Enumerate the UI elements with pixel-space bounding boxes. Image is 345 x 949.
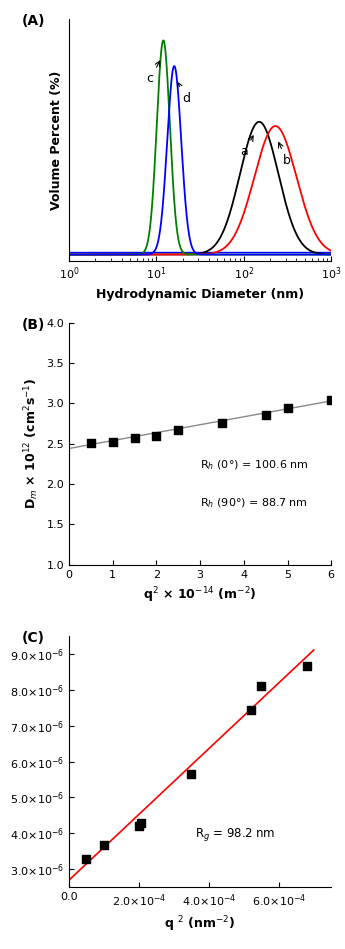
Text: d: d (177, 83, 190, 104)
Point (110, 434, 116, 449)
Point (138, 816, 144, 831)
Point (154, 428, 159, 443)
Text: (B): (B) (22, 318, 45, 332)
Text: c: c (147, 61, 160, 85)
Point (304, 659, 309, 674)
Point (285, 400, 290, 416)
Text: R$_g$ = 98.2 nm: R$_g$ = 98.2 nm (195, 827, 275, 843)
X-axis label: q$^2$ × 10$^{-14}$ (m$^{-2}$): q$^2$ × 10$^{-14}$ (m$^{-2}$) (143, 586, 257, 605)
Point (263, 407, 268, 422)
Y-axis label: D$_m$ × 10$^{12}$ (cm$^2$s$^{-1}$): D$_m$ × 10$^{12}$ (cm$^2$s$^{-1}$) (22, 378, 41, 510)
Y-axis label: Volume Percent (%): Volume Percent (%) (50, 70, 63, 210)
Point (84, 851, 89, 866)
Text: (A): (A) (22, 14, 45, 28)
Point (176, 422, 181, 437)
Text: a: a (240, 136, 253, 158)
Text: (C): (C) (22, 631, 45, 644)
Point (219, 416, 225, 431)
Point (258, 679, 264, 694)
Point (132, 430, 137, 445)
Point (328, 393, 334, 408)
X-axis label: q $^2$ (nm$^{-2}$): q $^2$ (nm$^{-2}$) (164, 914, 236, 934)
Point (189, 767, 194, 782)
X-axis label: Hydrodynamic Diameter (nm): Hydrodynamic Diameter (nm) (96, 288, 304, 301)
Text: R$_h$ (90°) = 88.7 nm: R$_h$ (90°) = 88.7 nm (200, 496, 308, 511)
Text: b: b (278, 142, 291, 167)
Point (248, 702, 254, 717)
Text: R$_h$ (0°) = 100.6 nm: R$_h$ (0°) = 100.6 nm (200, 458, 309, 472)
Point (88, 436, 93, 451)
Y-axis label: $I^{-1}_{ex}$: $I^{-1}_{ex}$ (0, 751, 4, 772)
Point (136, 818, 142, 833)
Point (101, 837, 107, 852)
